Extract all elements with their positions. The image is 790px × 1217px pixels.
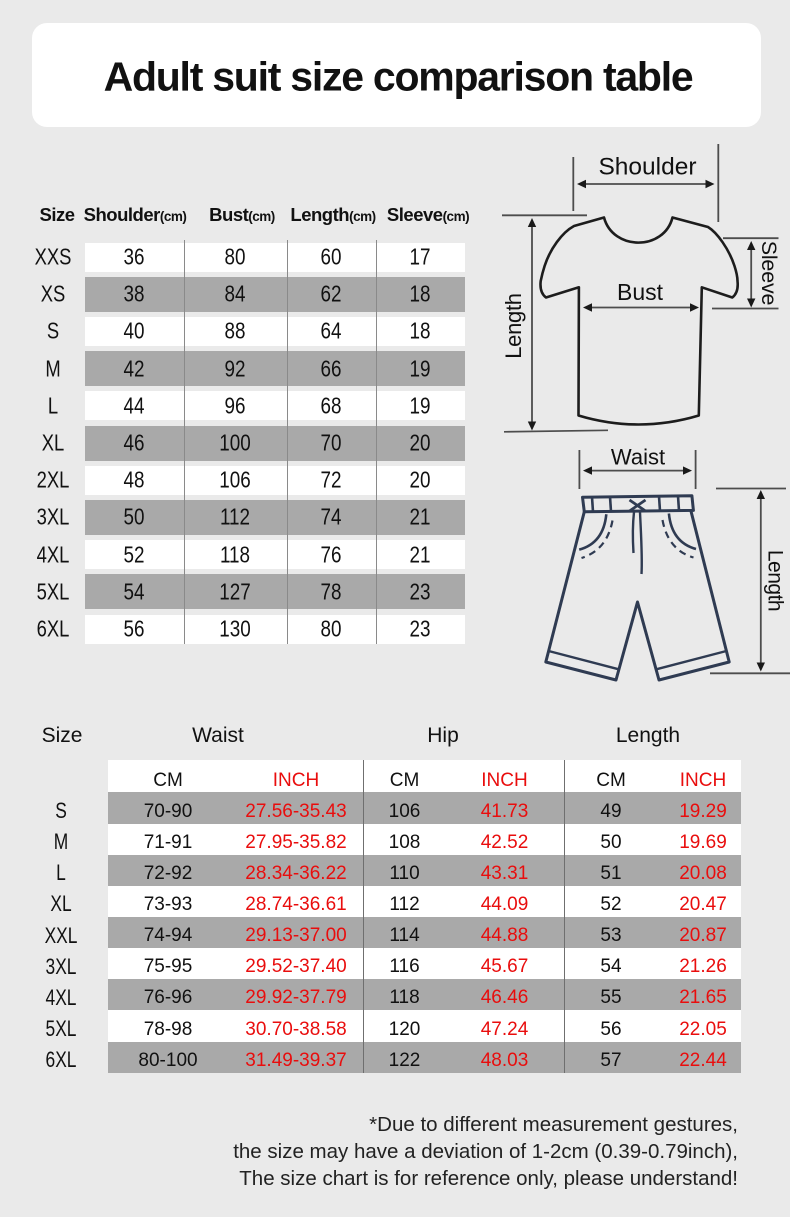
svg-text:Length: Length bbox=[764, 550, 787, 611]
svg-text:Length: Length bbox=[501, 293, 526, 359]
svg-text:Bust: Bust bbox=[617, 279, 664, 305]
svg-text:Shoulder: Shoulder bbox=[598, 153, 696, 180]
svg-text:Waist: Waist bbox=[611, 445, 665, 470]
svg-text:Sleeve: Sleeve bbox=[757, 241, 781, 306]
